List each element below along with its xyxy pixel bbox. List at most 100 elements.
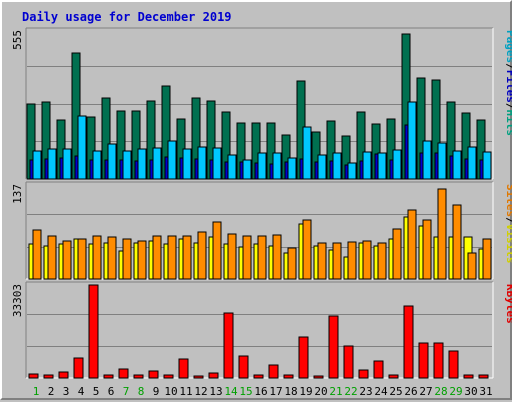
bar-kbytes-day-19 bbox=[298, 336, 309, 379]
chart-title: Daily usage for December 2019 bbox=[22, 10, 232, 24]
day-label-9: 9 bbox=[153, 385, 160, 398]
bar-sites-day-11 bbox=[182, 235, 192, 280]
bar-sites-day-15 bbox=[242, 235, 252, 280]
bar-pages-day-3 bbox=[62, 148, 72, 180]
bar-pages-day-2 bbox=[47, 148, 57, 180]
bar-pages-day-23 bbox=[362, 151, 372, 180]
bar-kbytes-day-24 bbox=[373, 360, 384, 379]
bar-pages-day-10 bbox=[167, 140, 177, 180]
bar-pages-day-1 bbox=[32, 150, 42, 180]
day-label-1: 1 bbox=[33, 385, 40, 398]
day-label-23: 23 bbox=[359, 385, 372, 398]
bar-kbytes-day-2 bbox=[43, 374, 54, 379]
bar-pages-day-7 bbox=[122, 150, 132, 180]
day-label-22: 22 bbox=[344, 385, 357, 398]
bar-sites-day-14 bbox=[227, 233, 237, 280]
day-label-17: 17 bbox=[269, 385, 282, 398]
bar-sites-day-16 bbox=[257, 235, 267, 280]
bar-kbytes-day-29 bbox=[448, 350, 459, 379]
bar-sites-day-9 bbox=[152, 235, 162, 280]
legend-entry: Visits bbox=[504, 224, 512, 264]
day-label-4: 4 bbox=[78, 385, 85, 398]
legend-kbytes: KBytes bbox=[504, 284, 512, 324]
bar-kbytes-day-26 bbox=[403, 305, 414, 379]
bar-pages-day-6 bbox=[107, 143, 117, 180]
legend-entry: / bbox=[504, 63, 512, 70]
bar-sites-day-5 bbox=[92, 235, 102, 280]
bar-pages-day-4 bbox=[77, 115, 87, 180]
bar-pages-day-15 bbox=[242, 159, 252, 180]
bar-pages-day-12 bbox=[197, 146, 207, 180]
bar-sites-day-25 bbox=[392, 228, 402, 280]
bar-kbytes-day-3 bbox=[58, 371, 69, 379]
bar-sites-day-12 bbox=[197, 231, 207, 280]
bar-kbytes-day-7 bbox=[118, 368, 129, 379]
day-label-11: 11 bbox=[179, 385, 192, 398]
legend-visits_sites: Sites/Visits bbox=[504, 184, 512, 264]
bar-kbytes-day-22 bbox=[343, 345, 354, 379]
bar-sites-day-18 bbox=[287, 247, 297, 280]
bar-pages-day-26 bbox=[407, 101, 417, 180]
day-label-6: 6 bbox=[108, 385, 115, 398]
bar-kbytes-day-27 bbox=[418, 342, 429, 379]
bar-sites-day-20 bbox=[317, 242, 327, 280]
y-max-label-hits_files_pages: 555 bbox=[11, 30, 24, 50]
bar-kbytes-day-12 bbox=[193, 375, 204, 379]
bar-pages-day-11 bbox=[182, 148, 192, 180]
bar-pages-day-17 bbox=[272, 152, 282, 180]
bar-sites-day-22 bbox=[347, 241, 357, 280]
bar-pages-day-14 bbox=[227, 154, 237, 180]
legend-entry: / bbox=[504, 217, 512, 224]
day-label-25: 25 bbox=[389, 385, 402, 398]
legend-entry: Pages bbox=[504, 30, 512, 63]
y-max-label-visits_sites: 137 bbox=[11, 184, 24, 204]
day-label-2: 2 bbox=[48, 385, 55, 398]
day-label-15: 15 bbox=[239, 385, 252, 398]
day-label-13: 13 bbox=[209, 385, 222, 398]
bar-kbytes-day-25 bbox=[388, 374, 399, 379]
bar-sites-day-29 bbox=[452, 204, 462, 280]
bar-sites-day-3 bbox=[62, 240, 72, 280]
bar-kbytes-day-23 bbox=[358, 369, 369, 379]
bar-sites-day-27 bbox=[422, 219, 432, 280]
bar-kbytes-day-17 bbox=[268, 364, 279, 379]
bar-kbytes-day-20 bbox=[313, 375, 324, 379]
bar-sites-day-17 bbox=[272, 234, 282, 280]
bar-sites-day-1 bbox=[32, 229, 42, 280]
bar-kbytes-day-31 bbox=[478, 374, 489, 379]
bar-pages-day-20 bbox=[317, 154, 327, 180]
legend-entry: Hits bbox=[504, 110, 512, 137]
day-label-10: 10 bbox=[164, 385, 177, 398]
bar-pages-day-28 bbox=[437, 142, 447, 180]
day-label-28: 28 bbox=[434, 385, 447, 398]
bar-pages-day-30 bbox=[467, 146, 477, 180]
day-label-16: 16 bbox=[254, 385, 267, 398]
bar-kbytes-day-6 bbox=[103, 374, 114, 379]
day-label-26: 26 bbox=[404, 385, 417, 398]
legend-hits_files_pages: Pages/Files/Hits bbox=[504, 30, 512, 136]
bar-sites-day-6 bbox=[107, 236, 117, 280]
bar-sites-day-31 bbox=[482, 238, 492, 280]
bar-sites-day-2 bbox=[47, 235, 57, 280]
bar-kbytes-day-18 bbox=[283, 374, 294, 379]
bar-pages-day-9 bbox=[152, 147, 162, 180]
bar-kbytes-day-21 bbox=[328, 315, 339, 379]
bar-pages-day-24 bbox=[377, 152, 387, 180]
day-label-27: 27 bbox=[419, 385, 432, 398]
day-label-20: 20 bbox=[314, 385, 327, 398]
bar-kbytes-day-1 bbox=[28, 373, 39, 379]
day-label-21: 21 bbox=[329, 385, 342, 398]
bar-kbytes-day-5 bbox=[88, 284, 99, 379]
bar-pages-day-19 bbox=[302, 126, 312, 180]
bar-kbytes-day-11 bbox=[178, 358, 189, 379]
day-label-8: 8 bbox=[138, 385, 145, 398]
legend-entry: Sites bbox=[504, 184, 512, 217]
bar-sites-day-19 bbox=[302, 219, 312, 280]
day-label-3: 3 bbox=[63, 385, 70, 398]
legend-entry: / bbox=[504, 103, 512, 110]
day-label-18: 18 bbox=[284, 385, 297, 398]
bar-pages-day-29 bbox=[452, 150, 462, 180]
bar-pages-day-22 bbox=[347, 162, 357, 180]
